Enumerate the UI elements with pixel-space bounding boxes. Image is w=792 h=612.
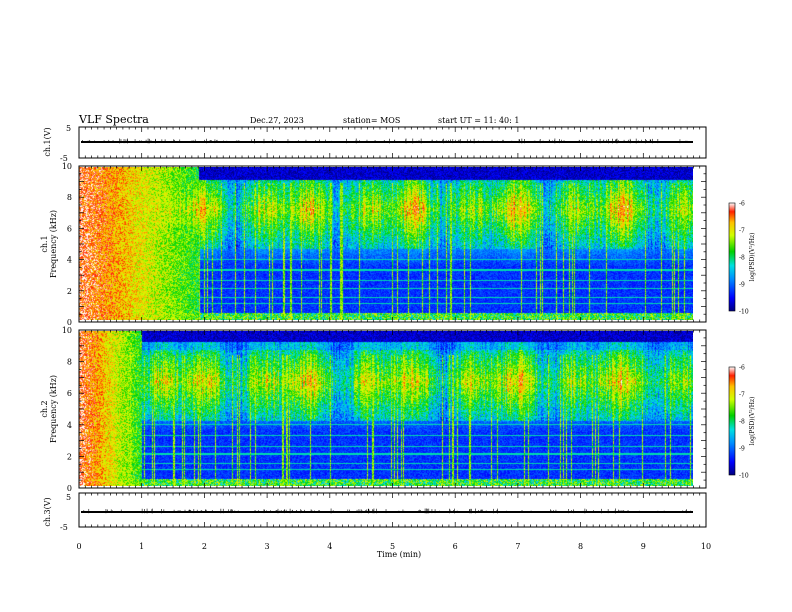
ch2-spectrogram-ylabel-channel: ch.2	[40, 400, 49, 417]
x-tick-label: 0	[76, 542, 81, 551]
start-time-label: start UT = 11: 40: 1	[438, 116, 519, 125]
y-tick-label: 4	[67, 256, 72, 265]
colorbar-tick-label: -6	[739, 365, 745, 372]
station-label: station= MOS	[343, 116, 400, 125]
date-label: Dec.27, 2023	[250, 116, 304, 125]
ch1-spectrogram-image-holder	[79, 167, 693, 320]
ch2-colorbar-ticks: -6 -7 -8 -9 -10	[739, 365, 749, 480]
y-tick-label: 4	[67, 421, 72, 430]
x-tick-label: 10	[701, 542, 711, 551]
colorbar-tick-label: -7	[739, 392, 745, 399]
colorbar-tick-label: -9	[739, 446, 745, 453]
ch1-waveform-spikes	[82, 138, 688, 144]
ch2-spectrogram-panel: 0 2 4 6 8 10 ch.2 Frequency (kHz) -6 -7 -8 -9 -10…	[40, 326, 756, 493]
x-tick-label: 8	[578, 542, 583, 551]
colorbar-tick-label: -6	[739, 201, 745, 208]
ch3-waveform-ylabel: ch.3(V)	[43, 497, 52, 526]
colorbar-tick-label: -8	[739, 255, 745, 262]
ch2-spectrogram-image-holder	[79, 331, 693, 486]
ch2-spectrogram-image	[79, 331, 693, 486]
ch1-spectrogram-ylabel-channel: ch.1	[40, 235, 49, 252]
y-tick-label: 2	[67, 452, 72, 461]
x-tick-label: 2	[202, 542, 207, 551]
ch1-spectrogram-ylabel-frequency: Frequency (kHz)	[49, 210, 58, 278]
y-tick-label: 6	[67, 224, 72, 233]
y-tick-label: 0	[67, 318, 72, 327]
x-tick-label: 9	[641, 542, 646, 551]
ch2-colorbar	[728, 366, 736, 476]
colorbar-tick-label: -9	[739, 282, 745, 289]
x-tick-label: 4	[327, 542, 332, 551]
ch3-ytick-top: 5	[66, 493, 71, 502]
ch1-colorbar-ticks: -6 -7 -8 -9 -10	[739, 201, 749, 316]
x-axis-label: Time (min)	[377, 550, 421, 559]
ch3-waveform-frame	[78, 492, 707, 528]
ch2-spectrogram-ylabel-frequency: Frequency (kHz)	[49, 375, 58, 443]
ch1-colorbar-label: log(PSD)(V²/Hz)	[749, 233, 756, 282]
x-tick-label: 6	[453, 542, 458, 551]
ch1-ytick-bottom: -5	[60, 154, 68, 163]
ch1-spectrogram-yticks: 0 2 4 6 8 10	[62, 162, 706, 327]
y-tick-label: 10	[62, 326, 72, 335]
ch3-waveform-panel: 5 -5 ch.3(V)	[43, 492, 707, 532]
colorbar-tick-label: -8	[739, 419, 745, 426]
ch1-spectrogram-panel: 0 2 4 6 8 10 ch.1 Frequency (kHz) -6 -7 -8 -9 -10…	[40, 162, 756, 327]
x-tick-label: 5	[390, 542, 395, 551]
x-tick-label: 7	[515, 542, 520, 551]
ch1-waveform-panel: 5 -5 ch.1(V)	[43, 124, 707, 163]
ch2-colorbar-label: log(PSD)(V²/Hz)	[749, 397, 756, 446]
x-tick-label: 3	[265, 542, 270, 551]
ch1-colorbar	[728, 202, 736, 312]
ch3-ytick-bottom: -5	[60, 523, 68, 532]
y-tick-label: 10	[62, 162, 72, 171]
ch1-spectrogram-image	[79, 167, 693, 320]
ch1-ytick-top: 5	[66, 124, 71, 133]
colorbar-tick-label: -10	[739, 473, 749, 480]
y-tick-label: 8	[67, 358, 72, 367]
x-axis-ticks	[78, 127, 707, 527]
colorbar-tick-label: -10	[739, 309, 749, 316]
x-axis-tick-labels: 0 1 2 3 4 5 6 7 8 9 10	[76, 542, 711, 551]
figure-title: VLF Spectra	[78, 113, 149, 126]
y-tick-label: 8	[67, 193, 72, 202]
y-tick-label: 0	[67, 484, 72, 493]
y-tick-label: 6	[67, 389, 72, 398]
ch3-waveform-spikes	[83, 508, 692, 514]
colorbar-tick-label: -7	[739, 228, 745, 235]
x-tick-label: 1	[139, 542, 144, 551]
y-tick-label: 2	[67, 287, 72, 296]
ch2-spectrogram-yticks: 0 2 4 6 8 10	[62, 326, 706, 493]
ch1-waveform-ylabel: ch.1(V)	[43, 127, 52, 156]
